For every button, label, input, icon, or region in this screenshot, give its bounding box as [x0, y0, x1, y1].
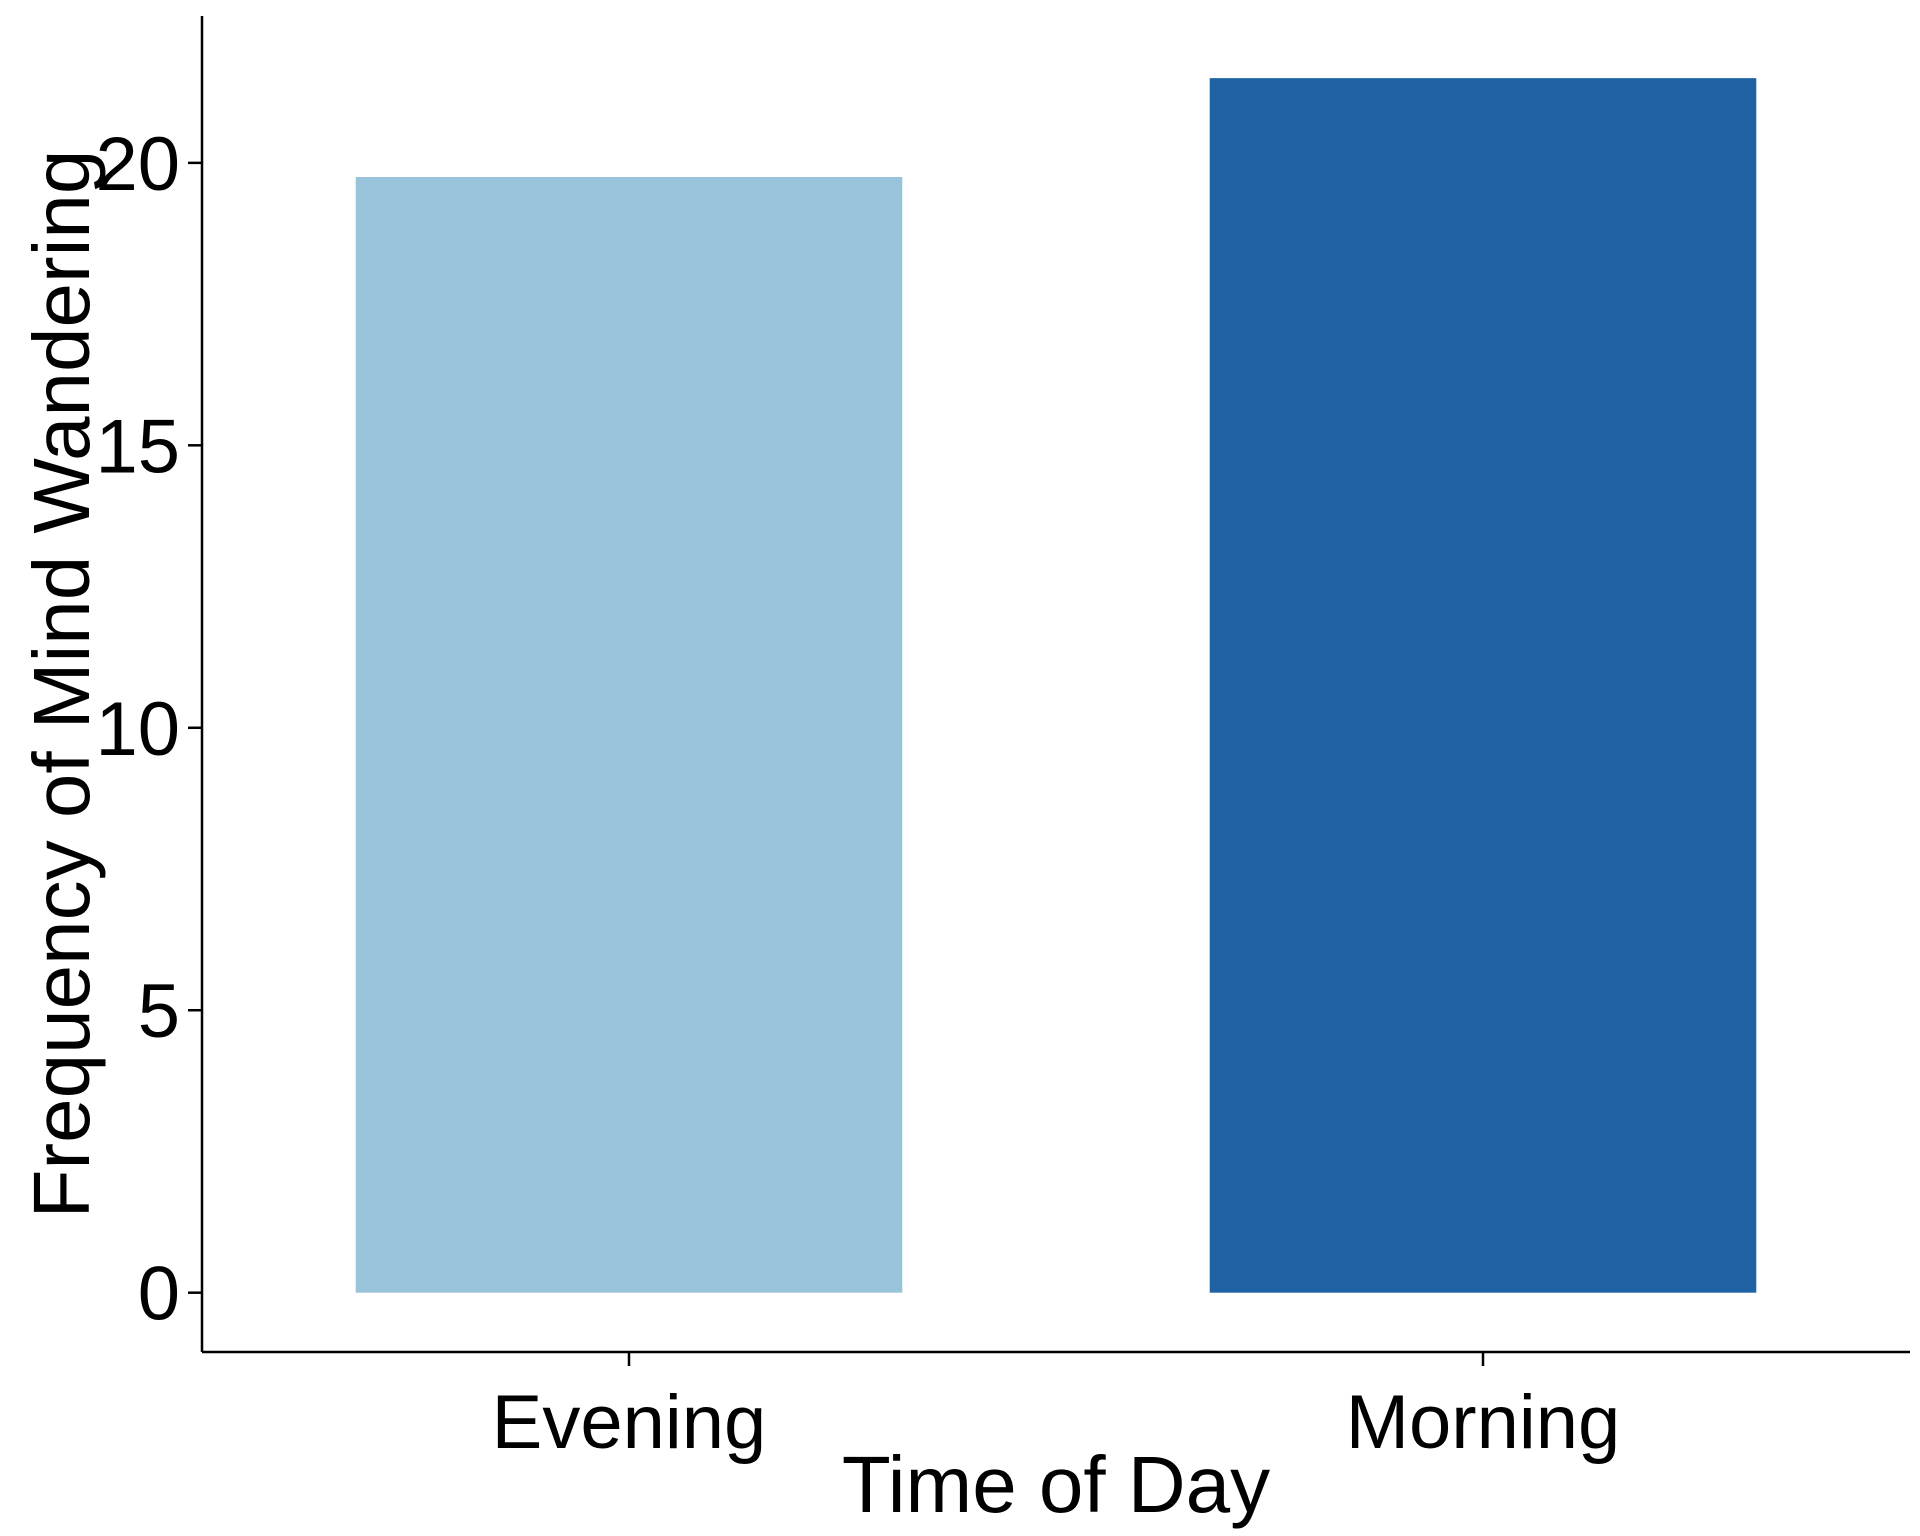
- bar-morning: [1209, 78, 1757, 1293]
- y-tick-label: 10: [95, 687, 180, 772]
- y-tick-label: 5: [138, 969, 180, 1054]
- y-axis-title: Frequency of Mind Wandering: [17, 150, 106, 1219]
- y-axis-ticks: 0 5 10 15 20: [95, 122, 202, 1337]
- bars-layer: [355, 78, 1757, 1293]
- x-tick-label: Evening: [492, 1380, 767, 1465]
- y-tick-label: 15: [95, 404, 180, 489]
- x-tick-label: Morning: [1346, 1380, 1621, 1465]
- y-tick-label: 20: [95, 122, 180, 207]
- bar-evening: [355, 176, 903, 1293]
- y-tick-label: 0: [138, 1252, 180, 1337]
- x-axis-title: Time of Day: [842, 1440, 1270, 1529]
- x-axis-ticks: Evening Morning: [492, 1352, 1621, 1465]
